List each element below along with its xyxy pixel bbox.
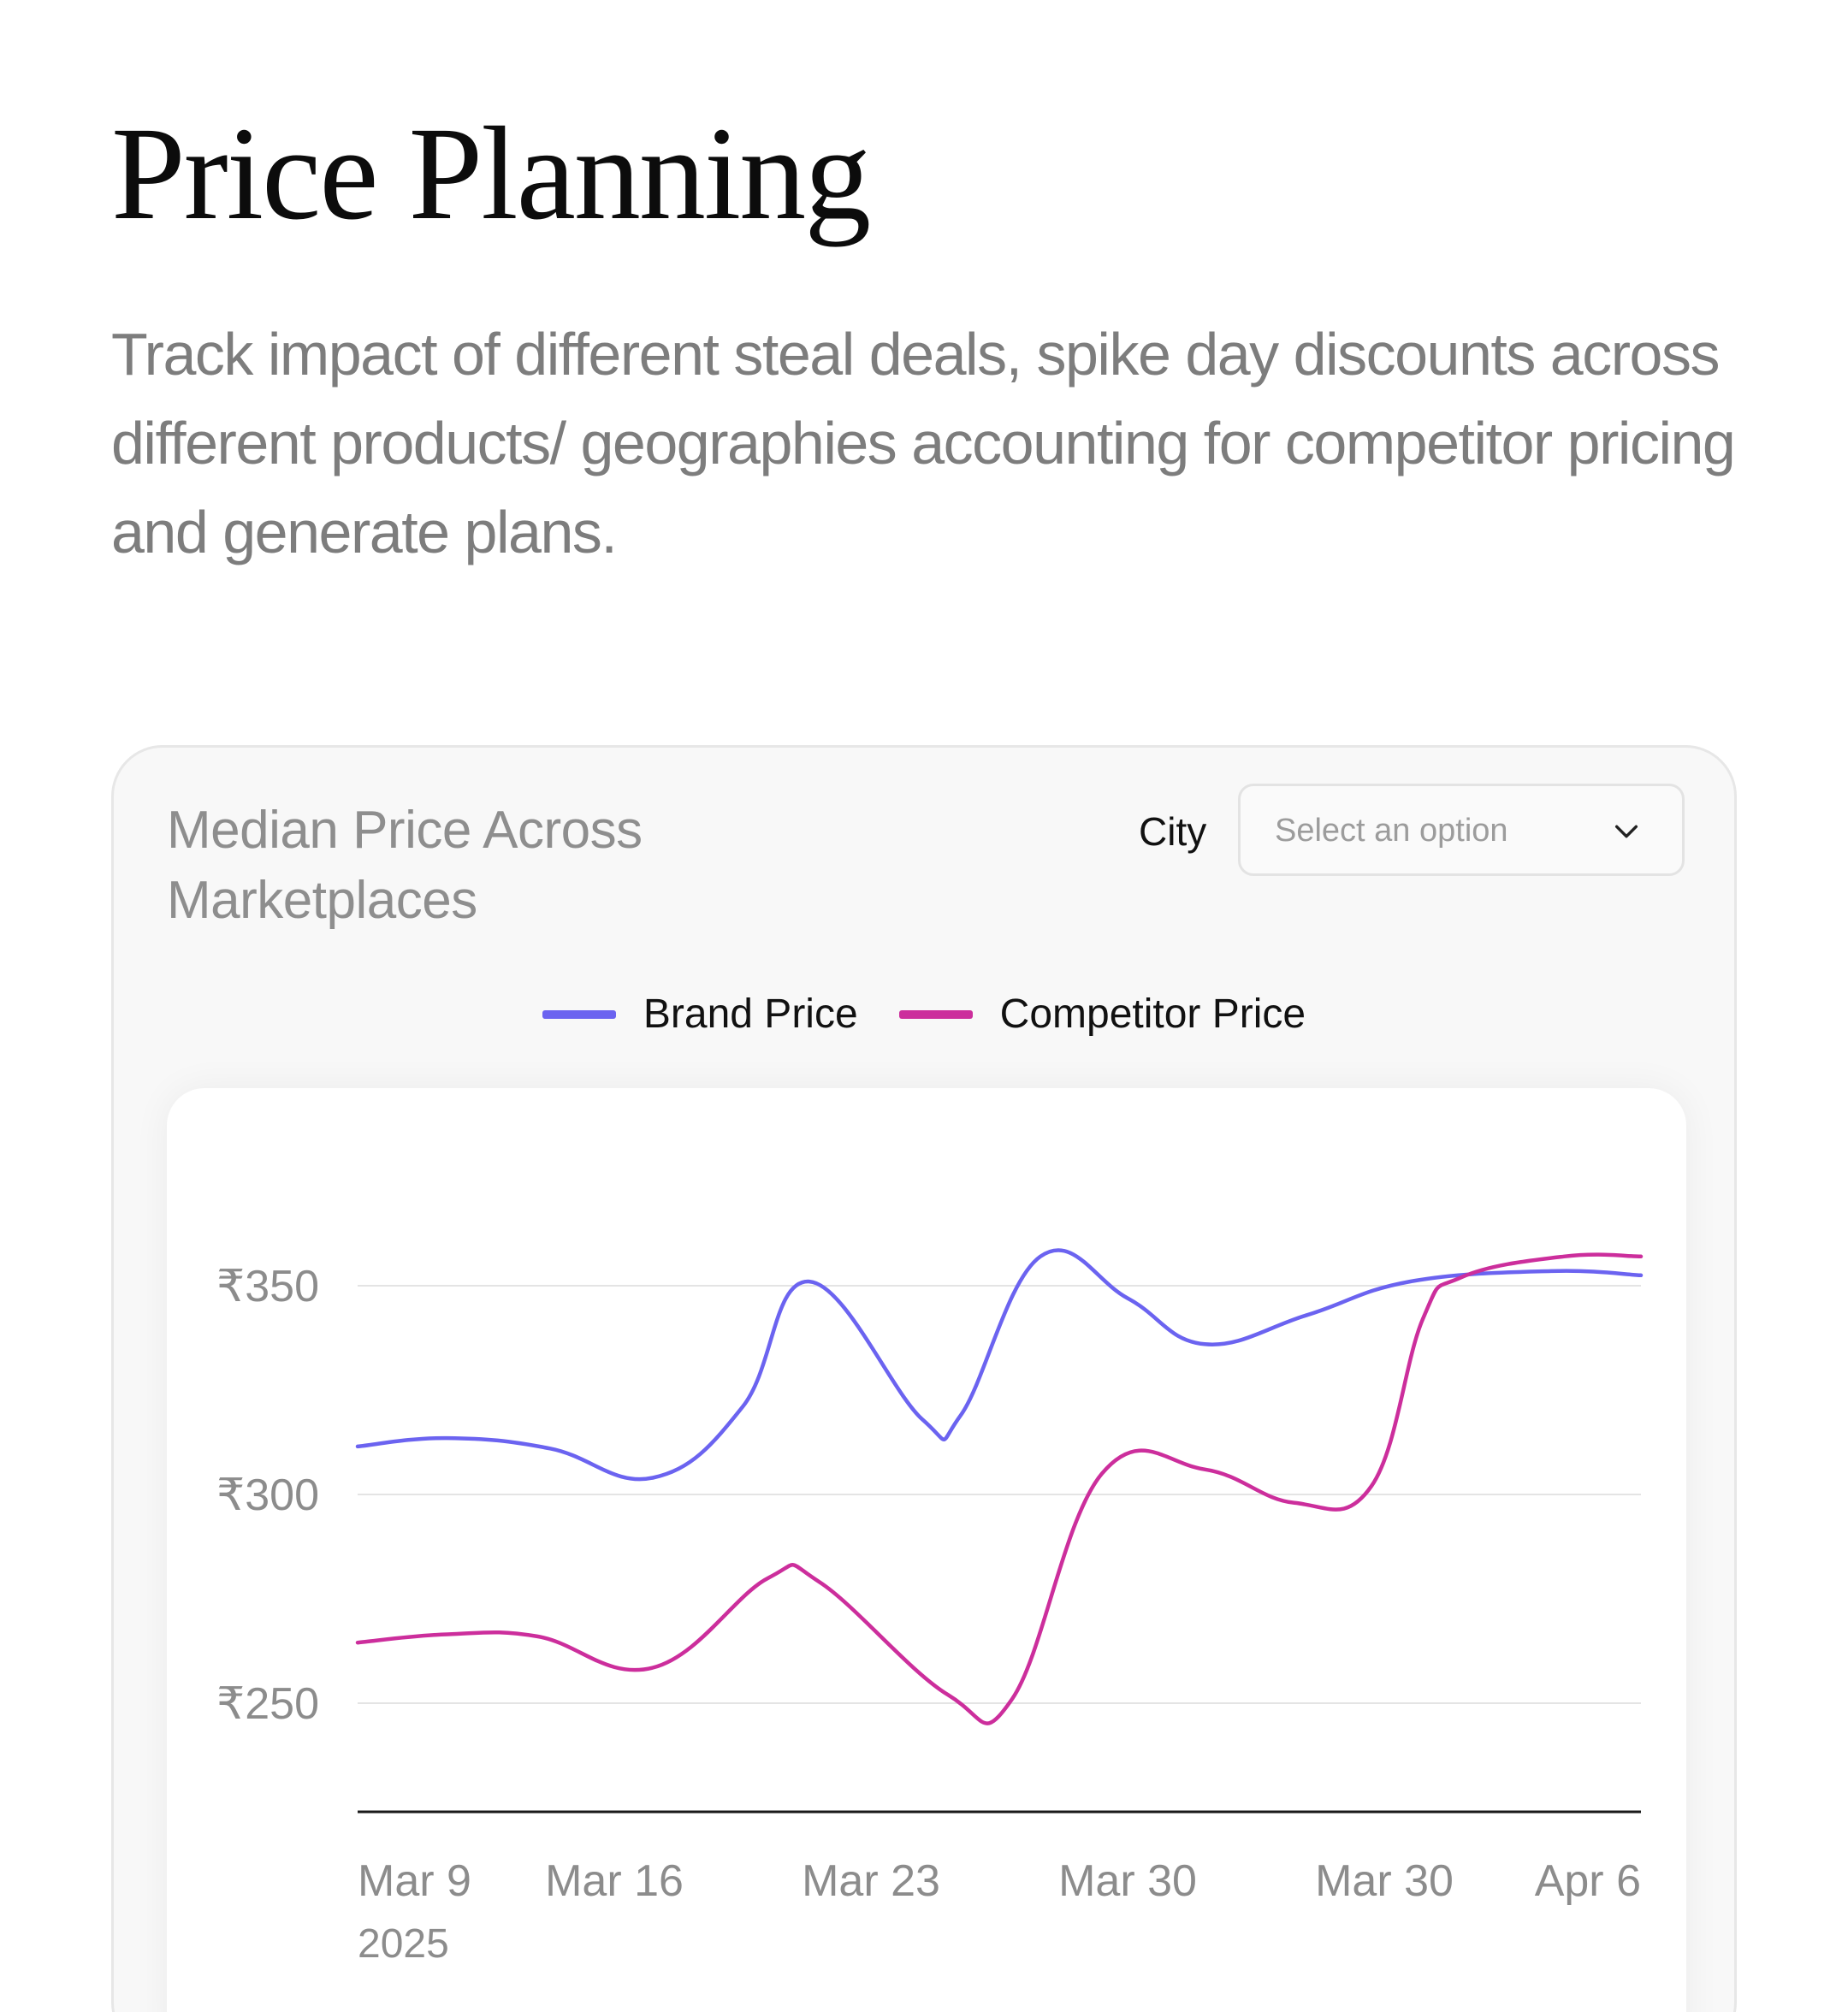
chevron-down-icon: [1614, 825, 1638, 838]
y-tick-label: ₹250: [216, 1679, 319, 1729]
x-tick-label: Apr 6: [1535, 1856, 1641, 1906]
legend-item-competitor-price[interactable]: Competitor Price: [898, 989, 1306, 1040]
legend-swatch-brand-price: [542, 1010, 616, 1019]
legend-label-brand-price: Brand Price: [643, 991, 858, 1037]
chart-plot-area: ₹250 ₹300 ₹350 Mar 9 2025 Mar 16 Mar 23 Mar 30 M…: [167, 1088, 1686, 2012]
x-tick-label: Mar 30: [1058, 1856, 1197, 1906]
x-tick-label: Mar 9: [358, 1856, 471, 1906]
x-tick-sublabel: 2025: [358, 1921, 449, 1967]
median-price-card: Median Price Across Marketplaces City Se…: [111, 745, 1737, 2012]
legend-label-competitor-price: Competitor Price: [999, 991, 1306, 1037]
chart-legend: Brand Price Competitor Price: [114, 989, 1734, 1040]
city-select-dropdown[interactable]: Select an option: [1238, 784, 1685, 876]
chart-title: Median Price Across Marketplaces: [167, 801, 643, 930]
line-chart: ₹250 ₹300 ₹350 Mar 9 2025 Mar 16 Mar 23 Mar 30 M…: [216, 1248, 1644, 1967]
series-line-competitor-price: [355, 1252, 1644, 1725]
x-tick-label: Mar 30: [1315, 1856, 1454, 1906]
page-description: Track impact of different steal deals, s…: [111, 321, 1736, 565]
y-tick-label: ₹300: [216, 1471, 319, 1520]
x-tick-label: Mar 16: [545, 1856, 684, 1906]
series-line-brand-price: [355, 1248, 1644, 1482]
legend-item-brand-price[interactable]: Brand Price: [542, 989, 858, 1040]
city-select-placeholder: Select an option: [1275, 813, 1508, 849]
legend-swatch-competitor-price: [898, 1010, 973, 1019]
x-tick-label: Mar 23: [802, 1856, 940, 1906]
page-title: Price Planning: [111, 99, 871, 247]
city-filter-label: City: [1139, 809, 1207, 854]
y-tick-label: ₹350: [216, 1262, 319, 1311]
